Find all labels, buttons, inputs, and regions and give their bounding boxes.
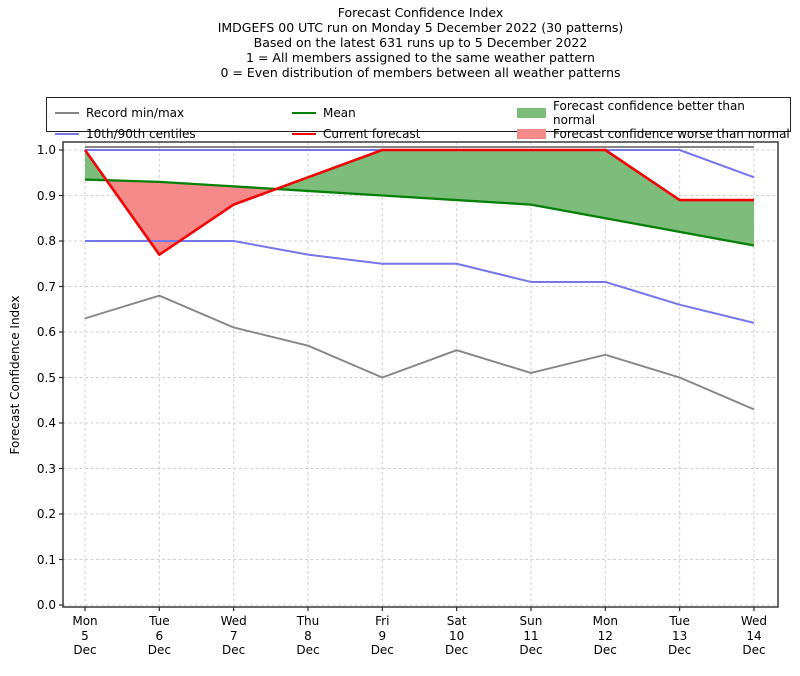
- chart-subtitle-basis: Based on the latest 631 runs up to 5 Dec…: [253, 35, 588, 50]
- y-tick-label: 0.5: [36, 370, 56, 385]
- x-tick-label: Tue 6 Dec: [147, 614, 171, 657]
- worse-than-normal-fill: [106, 180, 277, 255]
- worse-than-normal-patch-icon: [517, 129, 546, 139]
- y-tick-label: 1.0: [36, 143, 56, 157]
- x-tick-label: Tue 13 Dec: [668, 614, 692, 657]
- legend-label: Record min/max: [86, 106, 185, 120]
- x-tick-label: Mon 5 Dec: [72, 614, 98, 657]
- x-tick-label: Sat 10 Dec: [445, 614, 469, 657]
- chart-subtitle-note-0: 0 = Even distribution of members between…: [220, 65, 621, 80]
- better-than-normal-fill: [276, 150, 754, 246]
- y-tick-label: 0.7: [36, 279, 56, 294]
- y-tick-label: 0.8: [36, 234, 56, 248]
- y-tick-label: 0.0: [36, 598, 56, 612]
- legend-label: Forecast confidence better than normal: [553, 99, 745, 127]
- legend-item-worse-than-normal: Forecast confidence worse than normal: [517, 127, 790, 141]
- y-tick-label: 0.3: [36, 461, 56, 476]
- chart-subtitle-run: IMDGEFS 00 UTC run on Monday 5 December …: [217, 20, 624, 35]
- legend-item-record-minmax: Record min/max: [55, 106, 292, 120]
- 10th-centile-line: [85, 240, 755, 324]
- mean-line-sample-icon: [292, 112, 316, 114]
- legend-item-current-forecast: Current forecast: [292, 127, 517, 141]
- legend-label: Forecast confidence worse than normal: [553, 127, 790, 141]
- title-block: Forecast Confidence Index IMDGEFS 00 UTC…: [63, 5, 778, 80]
- legend-label: 10th/90th centiles: [86, 127, 196, 141]
- x-tick-label: Sun 11 Dec: [519, 614, 543, 657]
- x-tick-label: Wed 14 Dec: [740, 614, 768, 657]
- legend-label: Mean: [323, 106, 356, 120]
- current-forecast-line-sample-icon: [292, 133, 316, 135]
- chart-subtitle-note-1: 1 = All members assigned to the same wea…: [246, 50, 595, 65]
- legend: Record min/max 10th/90th centiles Mean C…: [46, 97, 791, 141]
- x-tick-label: Thu 8 Dec: [296, 614, 320, 657]
- chart-title: Forecast Confidence Index: [337, 5, 504, 20]
- y-tick-label: 0.1: [36, 552, 56, 567]
- better-than-normal-patch-icon: [517, 108, 546, 118]
- current-forecast-line: [83, 148, 754, 256]
- y-tick-label: 0.6: [36, 325, 56, 339]
- x-tick-label: Mon 12 Dec: [592, 614, 618, 657]
- y-tick-label: 0.2: [36, 507, 56, 521]
- x-tick-label: Wed 7 Dec: [220, 614, 247, 657]
- plot-border: [62, 141, 779, 608]
- legend-item-better-than-normal: Forecast confidence better than normal: [517, 99, 790, 127]
- record-minmax-line-sample-icon: [55, 112, 79, 114]
- legend-item-centiles: 10th/90th centiles: [55, 127, 292, 141]
- y-tick-label: 0.9: [36, 188, 56, 203]
- centiles-line-sample-icon: [55, 133, 79, 135]
- y-axis-label: Forecast Confidence Index: [8, 295, 22, 455]
- record-min-line: [84, 294, 755, 411]
- x-tick-label: Fri 9 Dec: [370, 614, 394, 657]
- mean-line: [84, 178, 755, 247]
- legend-item-mean: Mean: [292, 106, 517, 120]
- y-tick-label: 0.4: [36, 416, 56, 430]
- legend-label: Current forecast: [323, 127, 421, 141]
